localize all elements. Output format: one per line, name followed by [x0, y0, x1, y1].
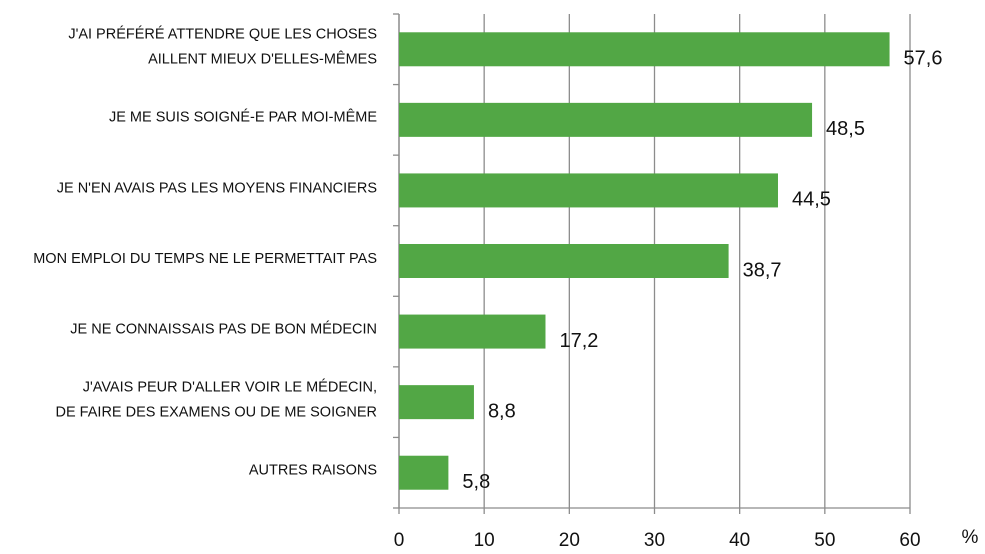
value-label: 17,2	[559, 330, 598, 352]
bar	[399, 32, 890, 67]
x-tick-label: 40	[729, 530, 750, 551]
value-label: 8,8	[488, 400, 516, 422]
y-tick-label: DE FAIRE DES EXAMENS OU DE ME SOIGNER	[56, 404, 377, 420]
bar	[399, 314, 546, 349]
x-tick-label: 50	[814, 530, 835, 551]
y-tick-label: MON EMPLOI DU TEMPS NE LE PERMETTAIT PAS	[33, 251, 377, 267]
x-tick-label: 0	[394, 530, 405, 551]
value-label: 57,6	[904, 48, 943, 70]
bar	[399, 455, 449, 490]
x-tick-label: 30	[644, 530, 665, 551]
y-tick-label: JE NE CONNAISSAIS PAS DE BON MÉDECIN	[70, 320, 377, 337]
y-tick-label: AILLENT MIEUX D'ELLES-MÊMES	[148, 51, 377, 68]
value-label: 38,7	[743, 259, 782, 281]
y-tick-label: JE N'EN AVAIS PAS LES MOYENS FINANCIERS	[57, 180, 377, 196]
bar	[399, 244, 729, 278]
value-label: 48,5	[826, 118, 865, 140]
y-tick-label: JE ME SUIS SOIGNÉ-E PAR MOI-MÊME	[109, 109, 377, 126]
y-tick-label: AUTRES RAISONS	[249, 463, 377, 479]
value-label: 5,8	[462, 471, 490, 493]
value-label: 44,5	[792, 189, 831, 211]
x-tick-label: 10	[474, 530, 495, 551]
bar	[399, 173, 778, 208]
x-tick-label: 20	[559, 530, 580, 551]
x-tick-label: 60	[899, 530, 920, 551]
y-tick-label: J'AVAIS PEUR D'ALLER VOIR LE MÉDECIN,	[83, 378, 377, 395]
bar	[399, 102, 813, 137]
y-tick-label: J'AI PRÉFÉRÉ ATTENDRE QUE LES CHOSES	[68, 26, 377, 43]
bar	[399, 385, 474, 420]
x-axis-label: %	[962, 527, 979, 548]
